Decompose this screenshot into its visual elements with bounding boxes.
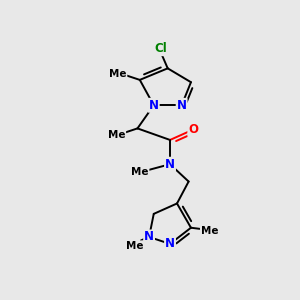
Text: Cl: Cl: [154, 42, 167, 55]
Text: N: N: [165, 237, 175, 250]
Text: Me: Me: [108, 130, 125, 140]
Text: N: N: [165, 158, 175, 171]
Text: Me: Me: [109, 69, 127, 79]
Text: Me: Me: [126, 241, 144, 251]
Text: N: N: [177, 99, 187, 112]
Text: Me: Me: [201, 226, 218, 236]
Text: N: N: [144, 230, 154, 244]
Text: O: O: [188, 123, 198, 136]
Text: Me: Me: [131, 167, 148, 177]
Text: N: N: [149, 99, 159, 112]
